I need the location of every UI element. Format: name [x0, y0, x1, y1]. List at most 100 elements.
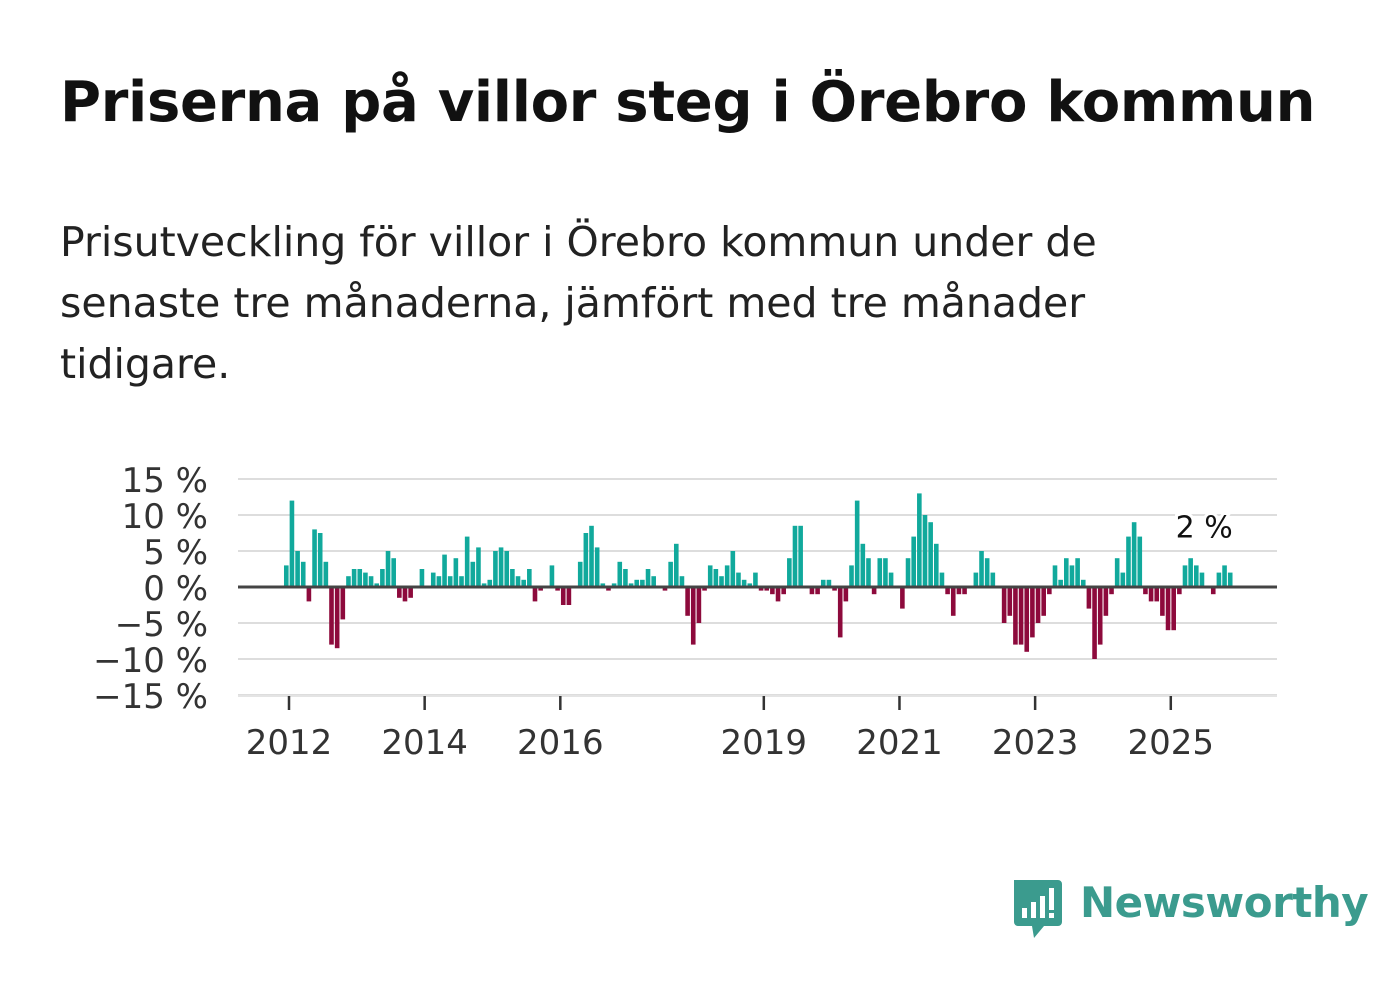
- bar: [849, 565, 854, 587]
- bar: [346, 576, 351, 587]
- bar: [1069, 565, 1075, 587]
- bar: [917, 493, 922, 587]
- bar: [950, 587, 956, 616]
- bar: [1222, 565, 1227, 587]
- bar: [312, 529, 317, 587]
- bar: [883, 558, 888, 587]
- x-tick-label: 2014: [381, 723, 468, 763]
- bar: [628, 583, 634, 587]
- bar: [928, 522, 933, 587]
- bar: [1047, 587, 1052, 595]
- bar: [1109, 587, 1114, 595]
- bar: [1001, 587, 1007, 623]
- bar: [459, 576, 464, 587]
- bar: [888, 572, 894, 587]
- bar: [854, 500, 860, 587]
- bar: [419, 569, 425, 587]
- bar: [792, 525, 798, 587]
- bar: [645, 569, 651, 587]
- bar: [498, 547, 504, 587]
- bar: [340, 587, 346, 620]
- bar: [1182, 565, 1188, 587]
- bar: [730, 551, 736, 587]
- bar: [1216, 572, 1222, 587]
- bar: [1030, 587, 1035, 638]
- bar: [357, 569, 363, 587]
- bar: [832, 587, 837, 591]
- x-tick-label: 2016: [517, 723, 604, 763]
- bar: [905, 558, 911, 587]
- bar: [741, 579, 747, 587]
- bar: [1018, 587, 1024, 645]
- newsworthy-logo-icon: [1014, 880, 1062, 938]
- bar: [1199, 572, 1205, 587]
- bar: [1177, 587, 1182, 595]
- bar: [662, 587, 668, 591]
- bar: [945, 587, 950, 595]
- bar: [1120, 572, 1126, 587]
- bar: [351, 569, 357, 587]
- y-axis-labels: 15 %10 %5 %0 %−5 %−10 %−15 %: [93, 461, 208, 717]
- bar: [577, 561, 583, 587]
- x-tick-label: 2023: [992, 723, 1079, 763]
- bar: [979, 551, 984, 587]
- bar: [640, 579, 645, 587]
- bar: [724, 565, 730, 587]
- bar: [521, 579, 526, 587]
- bar: [1194, 565, 1199, 587]
- y-tick-label: 10 %: [122, 497, 208, 537]
- bar: [1086, 587, 1092, 609]
- bar: [1075, 558, 1080, 587]
- bar: [1210, 587, 1216, 595]
- bar: [1227, 572, 1233, 587]
- bar: [685, 587, 690, 616]
- bar: [1007, 587, 1013, 616]
- bar: [707, 565, 713, 587]
- bar: [464, 536, 470, 587]
- bar: [866, 558, 871, 587]
- bar: [402, 587, 408, 602]
- bar: [481, 583, 487, 587]
- bar: [713, 569, 719, 587]
- bar: [1097, 587, 1103, 645]
- bar: [334, 587, 340, 649]
- bar: [300, 561, 306, 587]
- bar: [1052, 565, 1058, 587]
- brand-name: Newsworthy: [1080, 878, 1369, 927]
- bar: [787, 558, 792, 587]
- y-tick-label: 0 %: [143, 569, 208, 609]
- bar: [871, 587, 877, 595]
- bar: [374, 583, 380, 587]
- bar: [673, 543, 679, 587]
- bar: [1137, 536, 1143, 587]
- bar: [1114, 558, 1120, 587]
- bar-chart: 15 %10 %5 %0 %−5 %−10 %−15 % 2012 2014 201…: [93, 461, 1277, 763]
- bar: [1035, 587, 1041, 623]
- bar: [283, 565, 289, 587]
- bar: [436, 576, 442, 587]
- bar: [809, 587, 815, 595]
- chart-title: Priserna på villor steg i Örebro kommun: [60, 70, 1316, 135]
- bar: [487, 579, 493, 587]
- bar: [560, 587, 566, 605]
- chart-subtitle: Prisutveckling för villor i Örebro kommu…: [60, 218, 1097, 388]
- bar: [843, 587, 849, 602]
- bar: [527, 569, 532, 587]
- x-tick-label: 2021: [856, 723, 943, 763]
- last-value-label: 2 %: [1176, 511, 1233, 546]
- annotations: 2 %: [1173, 508, 1236, 549]
- bar: [323, 561, 329, 587]
- bar: [549, 565, 555, 587]
- bar: [668, 561, 673, 587]
- bar: [775, 587, 781, 602]
- bar: [736, 572, 741, 587]
- bar: [973, 572, 979, 587]
- bar: [826, 579, 832, 587]
- bar: [690, 587, 696, 645]
- bar: [719, 576, 724, 587]
- bar: [1154, 587, 1160, 602]
- bar: [911, 536, 916, 587]
- bar: [1188, 558, 1193, 587]
- bar: [877, 558, 883, 587]
- bar: [363, 572, 368, 587]
